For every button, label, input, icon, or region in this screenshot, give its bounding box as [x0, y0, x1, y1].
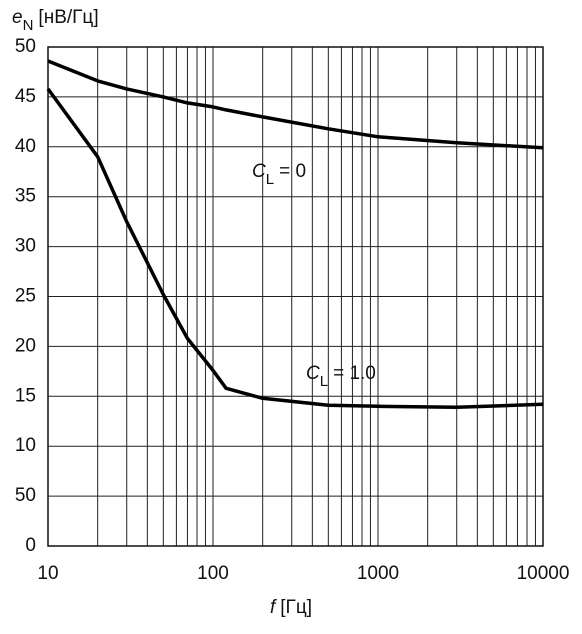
unit: [Гц]: [280, 597, 312, 618]
y-tick-label: 15: [15, 385, 36, 406]
symbol: C: [306, 363, 320, 384]
y-tick-label: 25: [15, 286, 36, 307]
symbol: e: [12, 7, 23, 28]
y-tick-label: 20: [15, 335, 36, 356]
x-tick-label: 100: [197, 563, 229, 584]
symbol: C: [252, 161, 266, 182]
y-tick-label: 50: [15, 485, 36, 506]
series-line: [47, 59, 544, 150]
y-tick-label: 10: [15, 435, 36, 456]
y-tick-label: 30: [15, 236, 36, 257]
text: = 1.0: [333, 363, 376, 384]
x-tick-label: 10: [37, 563, 58, 584]
y-tick-label: 50: [15, 36, 36, 57]
y-tick-label: 0: [25, 535, 36, 556]
subscript: N: [23, 17, 34, 34]
x-tick-label: 10000: [517, 563, 570, 584]
axis-label: eN [нВ/Гц]: [12, 7, 99, 34]
series-annotation: CL = 1.0: [306, 363, 376, 390]
subscript: L: [266, 171, 274, 188]
series-line: [46, 87, 544, 410]
unit: [нВ/Гц]: [38, 7, 98, 28]
y-tick-label: 35: [15, 186, 36, 207]
y-tick-label: 45: [15, 86, 36, 107]
symbol: f: [270, 597, 277, 618]
y-tick-label: 40: [15, 136, 36, 157]
plot-frame: [47, 46, 544, 547]
axis-label: f [Гц]: [270, 597, 312, 618]
subscript: L: [320, 373, 328, 390]
x-tick-label: 1000: [357, 563, 399, 584]
series-annotation: CL = 0: [252, 161, 306, 188]
text: = 0: [279, 161, 306, 182]
